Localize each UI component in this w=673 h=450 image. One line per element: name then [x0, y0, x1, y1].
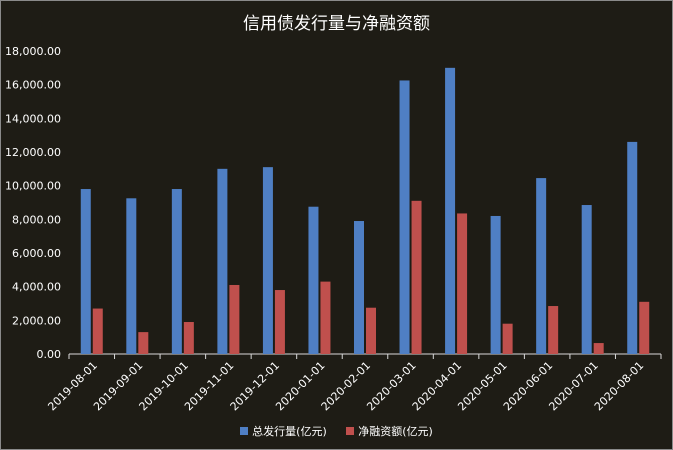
bar-total-issuance [262, 167, 273, 354]
bar-net-financing [593, 343, 604, 354]
y-tick-label: 14,000.00 [5, 112, 61, 125]
y-tick-label: 0.00 [37, 348, 62, 361]
y-tick-label: 6,000.00 [12, 247, 61, 260]
x-tick-label: 2020-08-01 [592, 359, 646, 413]
y-tick-label: 4,000.00 [12, 281, 61, 294]
bar-total-issuance [126, 198, 137, 354]
bar-total-issuance [627, 141, 638, 354]
bar-total-issuance [354, 221, 364, 354]
bar-net-financing [548, 306, 559, 354]
bar-net-financing [320, 281, 331, 354]
bar-net-financing [411, 200, 422, 354]
chart-title: 信用债发行量与净融资额 [243, 14, 430, 34]
legend-swatch-net [346, 427, 355, 435]
legend-label-total: 总发行量(亿元) [252, 425, 327, 438]
y-tick-label: 2,000.00 [12, 314, 61, 327]
legend-item-total: 总发行量(亿元) [240, 423, 327, 439]
bar-net-financing [138, 332, 149, 354]
bar-net-financing [274, 290, 285, 354]
bar-total-issuance [536, 178, 547, 354]
y-tick-label: 10,000.00 [5, 180, 61, 193]
bar-total-issuance [445, 67, 456, 354]
bar-total-issuance [80, 189, 91, 354]
bar-net-financing [639, 301, 650, 354]
bar-total-issuance [217, 168, 228, 354]
y-tick-label: 12,000.00 [5, 146, 61, 159]
bar-net-financing [183, 322, 194, 354]
bar-total-issuance [308, 206, 319, 354]
bar-net-financing [229, 284, 240, 354]
legend: 总发行量(亿元) 净融资额(亿元) [1, 423, 672, 439]
bar-total-issuance [490, 215, 501, 354]
bar-net-financing [366, 307, 376, 354]
y-tick-label: 8,000.00 [12, 213, 61, 226]
legend-swatch-total [240, 427, 249, 435]
legend-label-net: 净融资额(亿元) [358, 425, 433, 438]
y-tick-label: 16,000.00 [5, 79, 61, 92]
bar-total-issuance [581, 205, 592, 354]
bar-net-financing [92, 308, 103, 354]
bar-total-issuance [171, 189, 182, 354]
legend-item-net: 净融资额(亿元) [346, 423, 433, 439]
y-tick-label: 18,000.00 [5, 45, 61, 58]
bar-total-issuance [399, 80, 410, 354]
bar-net-financing [502, 323, 513, 354]
bar-net-financing [457, 213, 468, 354]
